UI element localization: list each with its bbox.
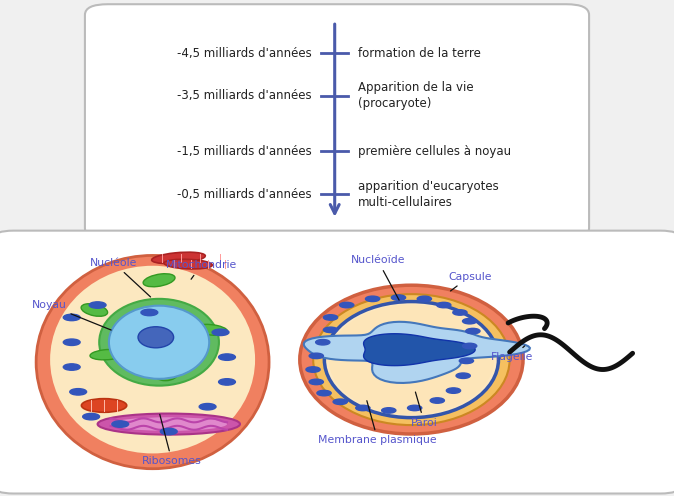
Text: -4,5 milliards d'années: -4,5 milliards d'années	[177, 47, 312, 60]
Ellipse shape	[313, 294, 510, 425]
Circle shape	[437, 302, 451, 308]
Ellipse shape	[50, 266, 255, 453]
Ellipse shape	[138, 327, 174, 348]
Circle shape	[63, 364, 80, 370]
Text: Nucléole: Nucléole	[90, 258, 150, 297]
Ellipse shape	[98, 414, 240, 434]
Ellipse shape	[329, 305, 494, 415]
Polygon shape	[363, 334, 475, 366]
Ellipse shape	[90, 349, 125, 360]
Circle shape	[417, 296, 431, 302]
Circle shape	[324, 314, 338, 320]
Circle shape	[218, 379, 235, 385]
Circle shape	[306, 367, 320, 372]
Circle shape	[63, 339, 80, 345]
Circle shape	[462, 318, 477, 324]
Ellipse shape	[82, 399, 127, 412]
Text: Flagelle: Flagelle	[491, 346, 533, 362]
Ellipse shape	[111, 417, 227, 431]
Circle shape	[456, 373, 470, 378]
Circle shape	[408, 405, 422, 411]
Circle shape	[392, 295, 406, 301]
Ellipse shape	[36, 255, 269, 469]
Text: apparition d'eucaryotes
multi-cellulaires: apparition d'eucaryotes multi-cellulaire…	[358, 180, 498, 208]
Circle shape	[459, 358, 474, 364]
Text: première cellules à noyau: première cellules à noyau	[358, 145, 511, 158]
Circle shape	[340, 302, 354, 308]
Circle shape	[160, 428, 177, 434]
FancyBboxPatch shape	[85, 4, 589, 239]
Ellipse shape	[152, 252, 206, 264]
Ellipse shape	[109, 306, 209, 379]
Circle shape	[70, 389, 86, 395]
Text: Noyau: Noyau	[32, 300, 111, 330]
Ellipse shape	[194, 324, 228, 335]
FancyBboxPatch shape	[0, 231, 674, 494]
Ellipse shape	[164, 259, 212, 269]
Text: -0,5 milliards d'années: -0,5 milliards d'années	[177, 187, 312, 200]
Text: Capsule: Capsule	[448, 271, 491, 291]
Circle shape	[141, 310, 158, 315]
Text: -1,5 milliards d'années: -1,5 milliards d'années	[177, 145, 312, 158]
Circle shape	[315, 339, 330, 345]
Ellipse shape	[143, 274, 175, 287]
Ellipse shape	[324, 302, 499, 418]
Circle shape	[365, 296, 379, 302]
Ellipse shape	[152, 363, 179, 381]
Circle shape	[309, 353, 324, 359]
Circle shape	[333, 399, 347, 404]
Circle shape	[309, 379, 324, 385]
Text: -3,5 milliards d'années: -3,5 milliards d'années	[177, 89, 312, 103]
Text: Ribosomes: Ribosomes	[142, 414, 202, 466]
Ellipse shape	[300, 285, 523, 434]
Circle shape	[317, 390, 331, 396]
Text: Nucléoïde: Nucléoïde	[350, 255, 405, 300]
Circle shape	[218, 354, 235, 360]
Text: Paroi: Paroi	[411, 392, 437, 428]
Circle shape	[83, 413, 100, 420]
Circle shape	[324, 327, 338, 333]
Circle shape	[462, 343, 477, 349]
Circle shape	[112, 421, 129, 428]
Circle shape	[430, 398, 444, 403]
Circle shape	[466, 328, 480, 334]
Text: Apparition de la vie
(procaryote): Apparition de la vie (procaryote)	[358, 81, 473, 111]
Text: formation de la terre: formation de la terre	[358, 47, 481, 60]
Polygon shape	[304, 322, 530, 383]
Circle shape	[453, 310, 467, 315]
Circle shape	[446, 388, 460, 393]
Circle shape	[63, 314, 80, 320]
Circle shape	[356, 405, 370, 411]
Circle shape	[89, 302, 106, 309]
Text: Mitochondrie: Mitochondrie	[166, 260, 237, 279]
Ellipse shape	[81, 304, 108, 316]
Text: Membrane plasmique: Membrane plasmique	[318, 401, 437, 445]
Circle shape	[212, 329, 229, 335]
Circle shape	[381, 408, 396, 413]
Circle shape	[200, 404, 216, 410]
Ellipse shape	[99, 299, 219, 386]
